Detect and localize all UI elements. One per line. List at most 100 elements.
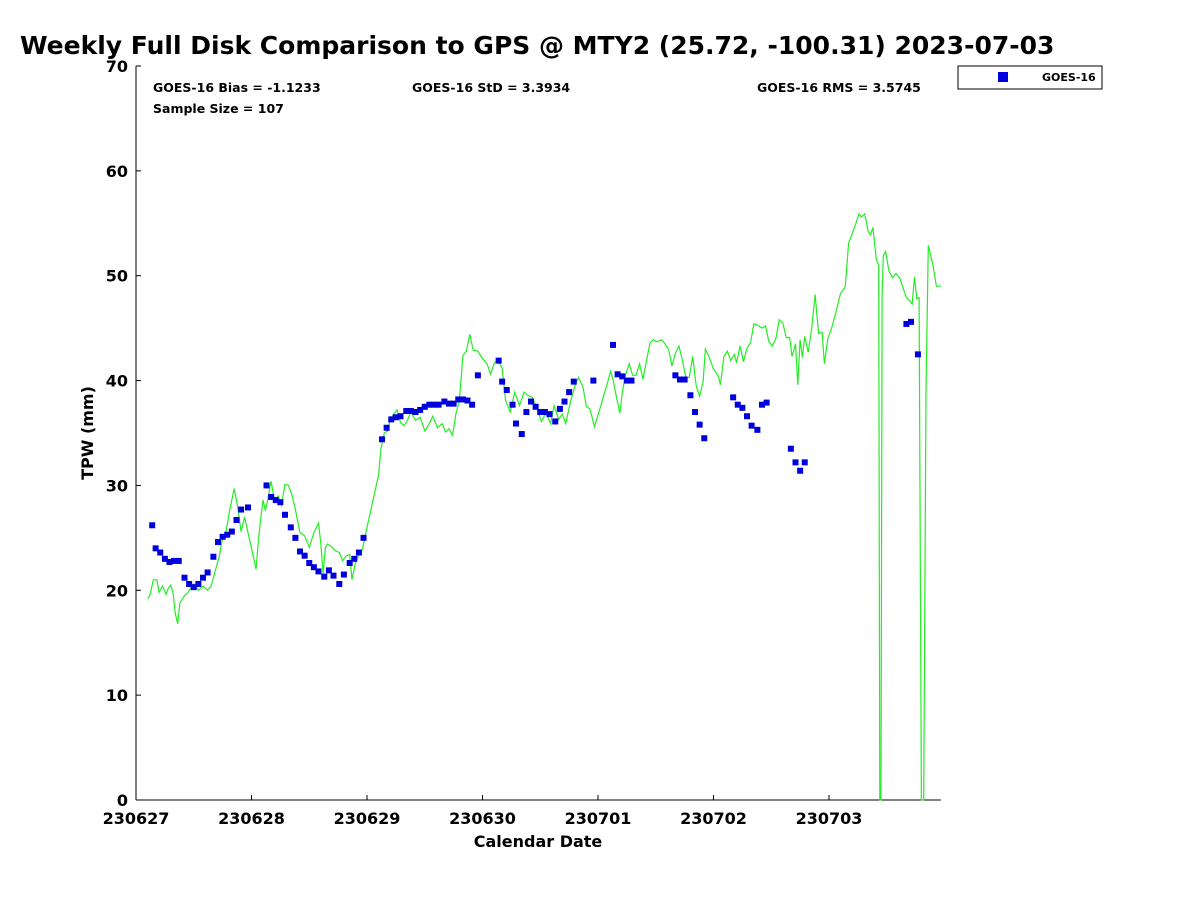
x-tick-label: 230630	[449, 809, 516, 828]
goes-point	[272, 497, 279, 504]
goes-point	[215, 539, 222, 546]
goes-point	[351, 555, 358, 562]
goes-point	[421, 403, 428, 410]
legend-box	[957, 65, 1103, 90]
goes-point	[301, 552, 308, 559]
x-tick-label: 230703	[796, 809, 863, 828]
goes-point	[730, 394, 737, 401]
goes-point	[672, 372, 679, 379]
goes-point	[310, 564, 317, 571]
goes-point	[743, 413, 750, 420]
goes-point	[754, 426, 761, 433]
goes-point	[195, 580, 202, 587]
goes-point	[681, 376, 688, 383]
goes-point	[181, 574, 188, 581]
goes-series	[149, 318, 921, 591]
bias-stat: GOES-16 Bias = -1.1233	[153, 80, 321, 95]
goes-point	[556, 405, 563, 412]
goes-point	[224, 531, 231, 538]
goes-point	[748, 422, 755, 429]
goes-point	[268, 493, 275, 500]
goes-point	[619, 373, 626, 380]
goes-point	[277, 499, 284, 506]
x-tick-label: 230627	[103, 809, 170, 828]
goes-point	[426, 401, 433, 408]
goes-point	[383, 424, 390, 431]
legend-marker	[998, 72, 1008, 82]
goes-point	[321, 573, 328, 580]
goes-point	[228, 528, 235, 535]
gps-series	[147, 212, 941, 801]
x-tick-label: 230701	[565, 809, 632, 828]
goes-point	[186, 580, 193, 587]
goes-point	[610, 341, 617, 348]
goes-point	[787, 445, 794, 452]
y-tick-label: 70	[106, 57, 128, 76]
goes-point	[175, 557, 182, 564]
goes-point	[914, 351, 921, 358]
goes-point	[696, 421, 703, 428]
goes-point	[797, 467, 804, 474]
goes-point	[325, 567, 332, 574]
sample-size-stat: Sample Size = 107	[153, 101, 284, 116]
goes-point	[407, 407, 414, 414]
goes-point	[739, 404, 746, 411]
y-tick-label: 60	[106, 162, 128, 181]
goes-point	[537, 409, 544, 416]
goes-point	[392, 414, 399, 421]
goes-point	[590, 377, 597, 384]
goes-point	[759, 401, 766, 408]
goes-point	[360, 534, 367, 541]
goes-point	[628, 377, 635, 384]
goes-point	[623, 377, 630, 384]
goes-point	[171, 557, 178, 564]
goes-point	[157, 549, 164, 556]
goes-point	[340, 571, 347, 578]
goes-point	[701, 435, 708, 442]
goes-point	[199, 574, 206, 581]
goes-point	[528, 398, 535, 405]
goes-point	[566, 389, 573, 396]
goes-point	[149, 522, 156, 529]
x-ticks: 230627 230628 230629 230630 230701 230702 2307…	[103, 795, 863, 828]
goes-point	[412, 409, 419, 416]
goes-point	[336, 580, 343, 587]
goes-point	[792, 459, 799, 466]
goes-point	[441, 398, 448, 405]
y-tick-label: 20	[106, 581, 128, 600]
x-axis-label: Calendar Date	[474, 832, 603, 851]
goes-point	[379, 436, 386, 443]
goes-point	[692, 409, 699, 416]
y-tick-label: 30	[106, 476, 128, 495]
goes-point	[166, 558, 173, 565]
goes-point	[263, 482, 270, 489]
goes-point	[435, 401, 442, 408]
goes-point	[614, 371, 621, 378]
plot-area	[135, 66, 941, 801]
goes-point	[512, 420, 519, 427]
goes-point	[763, 399, 770, 406]
goes-point	[499, 378, 506, 385]
goes-point	[190, 584, 197, 591]
goes-point	[346, 560, 353, 567]
goes-point	[561, 398, 568, 405]
goes-point	[687, 392, 694, 399]
goes-point	[287, 524, 294, 531]
goes-point	[469, 401, 476, 408]
goes-point	[161, 555, 168, 562]
goes-point	[210, 553, 217, 560]
goes-point	[233, 517, 240, 524]
goes-point	[541, 409, 548, 416]
y-axis-label: TPW (mm)	[78, 386, 97, 480]
goes-point	[903, 320, 910, 327]
goes-point	[397, 413, 404, 420]
x-tick-label: 230628	[218, 809, 285, 828]
legend-label-goes: GOES-16	[1042, 71, 1096, 84]
goes-point	[292, 534, 299, 541]
goes-point	[464, 397, 471, 404]
y-tick-label: 0	[117, 791, 128, 810]
chart-title: Weekly Full Disk Comparison to GPS @ MTY…	[20, 31, 1054, 60]
goes-point	[219, 533, 226, 540]
goes-point	[523, 409, 530, 416]
legend: GOES-16	[957, 65, 1103, 90]
